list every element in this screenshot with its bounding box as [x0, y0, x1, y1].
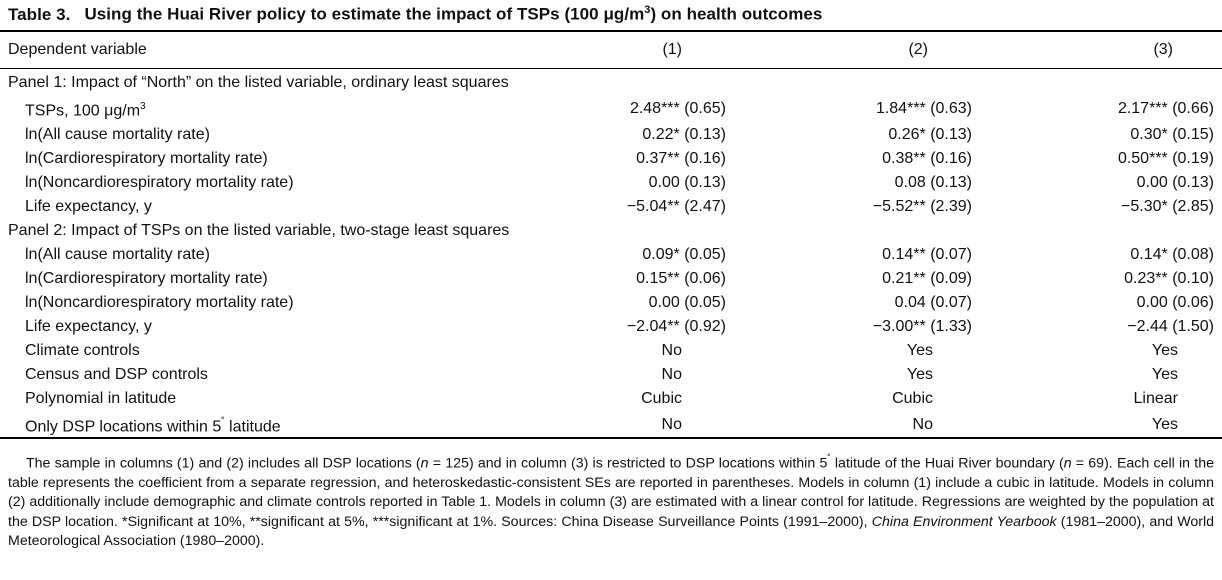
cell-col-2: −3.00** (1.33) [872, 318, 972, 336]
row-label: Census and DSP controls [25, 366, 208, 384]
header-dependent-variable: Dependent variable [8, 41, 147, 58]
cell-col-2: Yes [906, 342, 933, 360]
cell-col-2: 0.08 (0.13) [894, 174, 972, 192]
control-row: Polynomial in latitude Cubic Cubic Linea… [0, 387, 1222, 411]
cell-col-1: 2.48*** (0.65) [629, 100, 726, 118]
cell-col-2: 1.84*** (0.63) [875, 100, 972, 118]
cell-col-1: Cubic [641, 390, 682, 408]
table-notes: The sample in columns (1) and (2) includ… [8, 450, 1214, 551]
table-title-superscript: 3 [644, 4, 651, 16]
row-label: ln(Cardiorespiratory mortality rate) [25, 270, 268, 288]
cell-col-1: −5.04** (2.47) [626, 198, 726, 216]
cell-col-1: 0.09* (0.05) [642, 246, 726, 264]
cell-col-2: 0.04 (0.07) [894, 294, 972, 312]
cell-col-2: 0.26* (0.13) [888, 126, 972, 144]
panel-2-heading-row: Panel 2: Impact of TSPs on the listed va… [0, 219, 1222, 243]
row-label-superscript: 3 [140, 101, 146, 112]
table-title: Table 3. Using the Huai River policy to e… [8, 4, 822, 25]
results-table: Dependent variable (1) (2) (3) Panel 1: … [0, 36, 1222, 440]
header-row: Dependent variable (1) (2) (3) [0, 36, 1222, 63]
row-label: Life expectancy, y [25, 318, 152, 336]
cell-col-3: Linear [1133, 390, 1178, 408]
cell-col-1: 0.37** (0.16) [636, 150, 726, 168]
cell-col-1: No [661, 366, 682, 384]
table-row: TSPs, 100 μg/m3 2.48*** (0.65) 1.84*** (… [0, 95, 1222, 123]
panel-1-heading: Panel 1: Impact of “North” on the listed… [8, 74, 509, 91]
cell-col-3: 0.30* (0.15) [1130, 126, 1214, 144]
cell-col-3: −2.44 (1.50) [1127, 318, 1214, 336]
row-label: TSPs, 100 μg/m3 [25, 101, 146, 120]
notes-paragraph: The sample in columns (1) and (2) includ… [8, 454, 1215, 549]
table-row: Life expectancy, y −5.04** (2.47) −5.52*… [0, 195, 1222, 219]
degree-superscript: ˚ [221, 417, 225, 429]
row-label: ln(Cardiorespiratory mortality rate) [25, 150, 268, 168]
cell-col-3: 0.50*** (0.19) [1117, 150, 1214, 168]
cell-col-2: Cubic [892, 390, 933, 408]
header-rule [0, 68, 1222, 69]
table-row: Life expectancy, y −2.04** (0.92) −3.00*… [0, 315, 1222, 339]
row-label: Life expectancy, y [25, 198, 152, 216]
table-row: ln(Noncardiorespiratory mortality rate) … [0, 171, 1222, 195]
table-row: ln(All cause mortality rate) 0.22* (0.13… [0, 123, 1222, 147]
cell-col-3: Yes [1151, 366, 1178, 384]
cell-col-3: 0.14* (0.08) [1130, 246, 1214, 264]
cell-col-2: No [912, 416, 933, 434]
table-row: ln(Cardiorespiratory mortality rate) 0.3… [0, 147, 1222, 171]
row-label: Only DSP locations within 5˚ latitude [25, 417, 281, 436]
table-row: ln(All cause mortality rate) 0.09* (0.05… [0, 243, 1222, 267]
control-row: Only DSP locations within 5˚ latitude No… [0, 411, 1222, 439]
panel-2-heading: Panel 2: Impact of TSPs on the listed va… [8, 222, 510, 240]
cell-col-3: Yes [1151, 342, 1178, 360]
cell-col-1: No [661, 342, 682, 360]
cell-col-3: 0.00 (0.13) [1136, 174, 1214, 192]
cell-col-3: −5.30* (2.85) [1121, 198, 1214, 216]
top-rule [0, 30, 1222, 32]
cell-col-2: 0.14** (0.07) [882, 246, 972, 264]
cell-col-1: 0.22* (0.13) [642, 126, 726, 144]
control-row: Climate controls No Yes Yes [0, 339, 1222, 363]
table-number: Table 3. [8, 4, 71, 24]
cell-col-1: −2.04** (0.92) [626, 318, 726, 336]
cell-col-3: 0.23** (0.10) [1124, 270, 1214, 288]
cell-col-3: 0.00 (0.06) [1136, 294, 1214, 312]
row-label: Climate controls [25, 342, 140, 360]
cell-col-2: Yes [906, 366, 933, 384]
panel-1-heading-row: Panel 1: Impact of “North” on the listed… [0, 71, 1222, 95]
cell-col-1: 0.15** (0.06) [636, 270, 726, 288]
row-label: ln(Noncardiorespiratory mortality rate) [25, 294, 294, 312]
cell-col-1: 0.00 (0.13) [648, 174, 726, 192]
header-col-1: (1) [662, 41, 682, 58]
cell-col-3: Yes [1151, 416, 1178, 434]
cell-col-2: 0.38** (0.16) [882, 150, 972, 168]
row-label: ln(All cause mortality rate) [25, 246, 210, 264]
table-row: ln(Noncardiorespiratory mortality rate) … [0, 291, 1222, 315]
control-row: Census and DSP controls No Yes Yes [0, 363, 1222, 387]
row-label: ln(All cause mortality rate) [25, 126, 210, 144]
row-label: Polynomial in latitude [25, 390, 177, 408]
row-label: ln(Noncardiorespiratory mortality rate) [25, 174, 294, 192]
header-col-3: (3) [1153, 41, 1173, 58]
table-title-end: ) on health outcomes [650, 4, 823, 24]
cell-col-1: No [661, 416, 682, 434]
table-row: ln(Cardiorespiratory mortality rate) 0.1… [0, 267, 1222, 291]
cell-col-1: 0.00 (0.05) [648, 294, 726, 312]
cell-col-2: −5.52** (2.39) [872, 198, 972, 216]
cell-col-3: 2.17*** (0.66) [1117, 100, 1214, 118]
header-col-2: (2) [908, 41, 928, 58]
bottom-rule [0, 437, 1222, 439]
cell-col-2: 0.21** (0.09) [882, 270, 972, 288]
table-title-text: Using the Huai River policy to estimate … [84, 4, 645, 24]
